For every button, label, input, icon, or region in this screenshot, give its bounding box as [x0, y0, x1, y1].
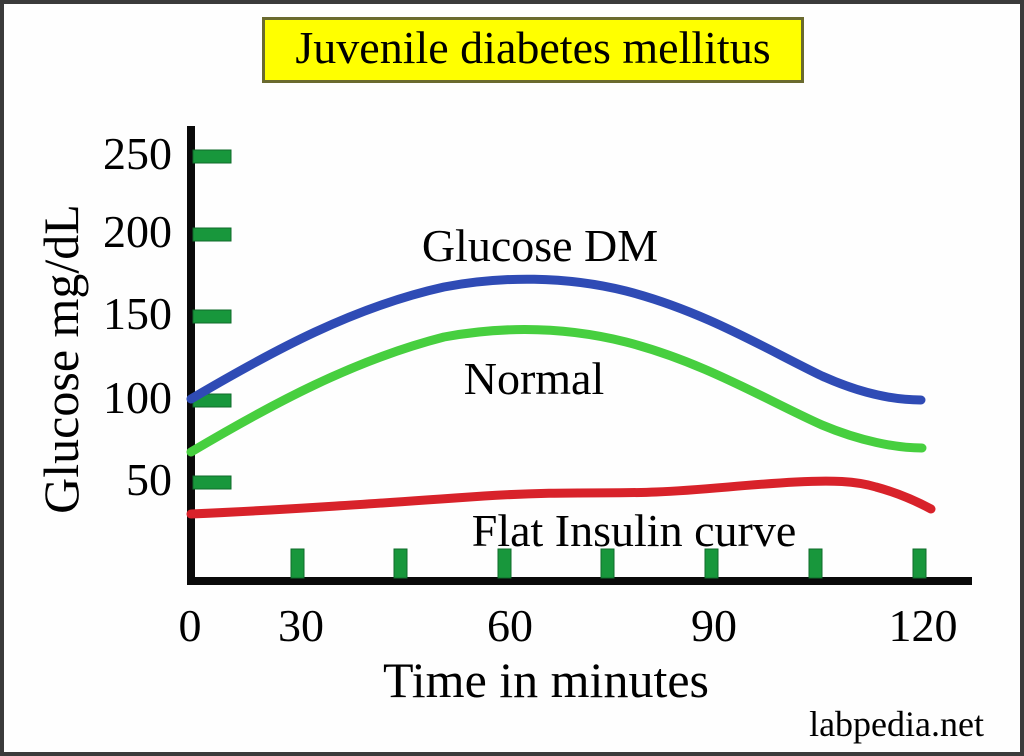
- x-tick-label-60: 60: [487, 600, 533, 651]
- y-tick-label-150: 150: [103, 288, 172, 339]
- y-tick-mark-250: [192, 149, 232, 164]
- x-tick-label-120: 120: [888, 600, 958, 651]
- x-tick-mark-75: [600, 548, 615, 579]
- curve-label-normal: Normal: [463, 353, 605, 404]
- x-tick-marks: [290, 548, 927, 579]
- x-tick-mark-45: [393, 548, 408, 579]
- curve-glucose-dm: [186, 274, 926, 405]
- y-tick-label-250: 250: [103, 128, 172, 179]
- x-tick-mark-60: [497, 548, 512, 579]
- curve-label-flat-insulin: Flat Insulin curve: [471, 505, 797, 556]
- x-tick-mark-105: [808, 548, 823, 579]
- x-tick-label-0: 0: [178, 600, 202, 651]
- x-tick-mark-120: [912, 548, 927, 579]
- watermark-labpedia: labpedia.net: [809, 704, 984, 744]
- x-tick-mark-90: [704, 548, 719, 579]
- y-axis-title: Glucose mg/dL: [32, 204, 89, 514]
- x-tick-label-90: 90: [691, 600, 737, 651]
- x-tick-label-30: 30: [278, 600, 324, 651]
- y-tick-mark-50: [192, 475, 232, 490]
- plot-area: [186, 126, 972, 585]
- y-tick-label-200: 200: [103, 206, 172, 257]
- y-tick-label-100: 100: [103, 372, 172, 423]
- y-axis-line: [187, 126, 195, 585]
- curve-label-glucose-dm: Glucose DM: [421, 220, 659, 271]
- x-axis-title: Time in minutes: [383, 652, 709, 708]
- x-axis-line: [187, 577, 972, 585]
- y-tick-mark-200: [192, 227, 232, 242]
- title-banner: Juvenile diabetes mellitus: [262, 17, 804, 83]
- x-tick-mark-30: [290, 548, 305, 579]
- curve-normal: [186, 325, 927, 457]
- figure-title: Juvenile diabetes mellitus: [295, 22, 771, 73]
- curve-flat-insulin: [186, 476, 936, 519]
- y-tick-label-50: 50: [126, 454, 172, 505]
- y-tick-mark-150: [192, 309, 232, 324]
